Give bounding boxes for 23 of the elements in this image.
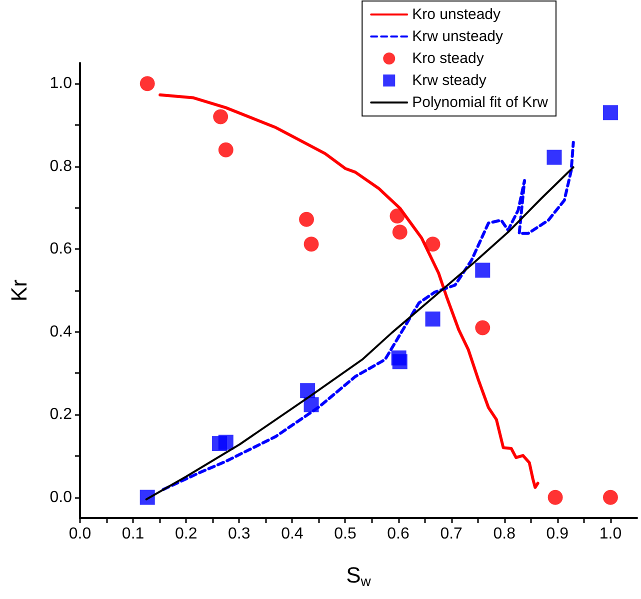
y-tick-label: 0.6	[50, 240, 72, 258]
x-tick-label: 0.2	[174, 526, 198, 542]
x-tick-label: 0.5	[334, 526, 356, 542]
x-tick-label: 0.0	[68, 526, 92, 542]
x-tick-label: 0.7	[440, 526, 463, 542]
y-tick-label: 0.4	[50, 323, 72, 340]
y-tick-label: 0.8	[50, 158, 72, 175]
x-tick-label: 0.6	[387, 526, 410, 542]
y-tick-label: 1.0	[50, 75, 72, 92]
x-tick-label: 0.3	[228, 526, 250, 542]
legend-label: Krw steady	[412, 72, 487, 89]
legend-label: Krw unsteady	[412, 28, 504, 45]
y-axis-title: Kr	[6, 280, 32, 302]
x-tick-label: 0.4	[281, 526, 304, 542]
x-tick-label: 0.9	[546, 526, 569, 542]
legend-label: Polynomial fit of Krw	[412, 94, 548, 111]
y-tick-label: 0.0	[50, 488, 72, 506]
x-tick-label: 0.8	[493, 526, 516, 542]
x-tick-label: 0.1	[122, 526, 144, 542]
legend-label: Kro unsteady	[412, 6, 502, 23]
y-tick-label: 0.2	[50, 406, 72, 424]
x-tick-label: 1.0	[599, 526, 622, 542]
legend-label: Kro steady	[412, 50, 484, 67]
